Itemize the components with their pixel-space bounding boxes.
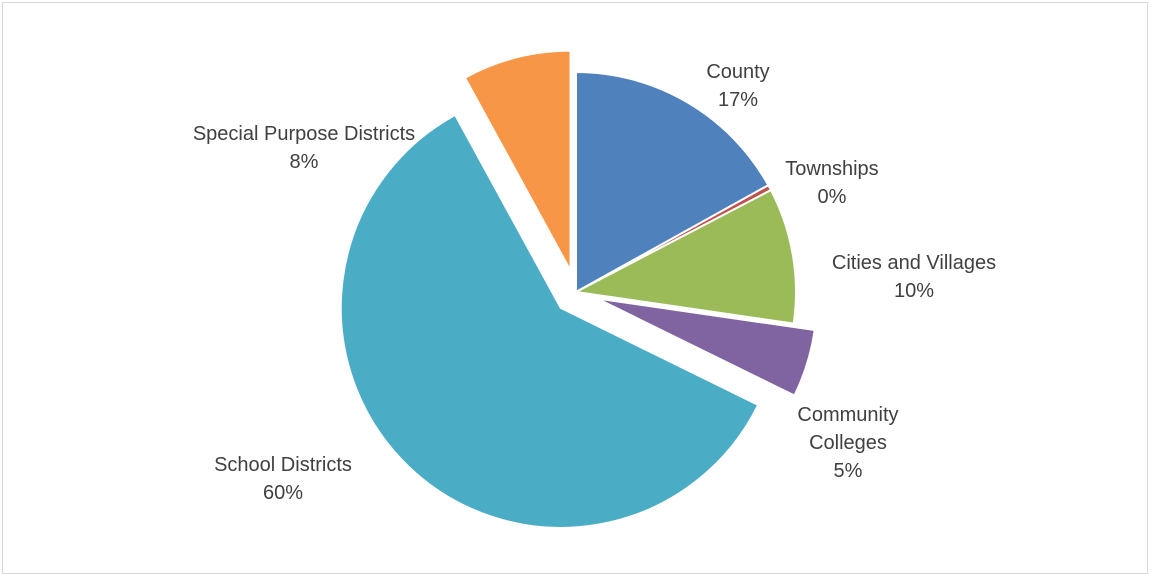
- label-colleges-value: 5%: [834, 460, 863, 482]
- label-county-value: 17%: [718, 89, 758, 111]
- label-townships-name: Townships: [785, 158, 878, 180]
- label-cities-value: 10%: [894, 280, 934, 302]
- label-schools-name: School Districts: [214, 454, 352, 476]
- label-cities-name: Cities and Villages: [832, 252, 996, 274]
- label-colleges-name-line2: Colleges: [809, 432, 887, 454]
- label-townships-value: 0%: [818, 186, 847, 208]
- pie-slice-community-colleges: [596, 297, 816, 397]
- pie-slice-special-purpose-districts: [463, 49, 572, 272]
- label-county-name: County: [706, 61, 769, 83]
- label-special-value: 8%: [290, 151, 319, 173]
- label-schools-value: 60%: [263, 482, 303, 504]
- pie-labels: County 17% Townships 0% Cities and Villa…: [193, 61, 996, 504]
- label-special-name: Special Purpose Districts: [193, 123, 415, 145]
- pie-slices: [339, 49, 816, 529]
- pie-slice-county: [575, 70, 770, 294]
- pie-slice-school-districts: [339, 113, 760, 529]
- pie-slice-cities-and-villages: [572, 188, 797, 325]
- label-colleges-name-line1: Community: [797, 404, 898, 426]
